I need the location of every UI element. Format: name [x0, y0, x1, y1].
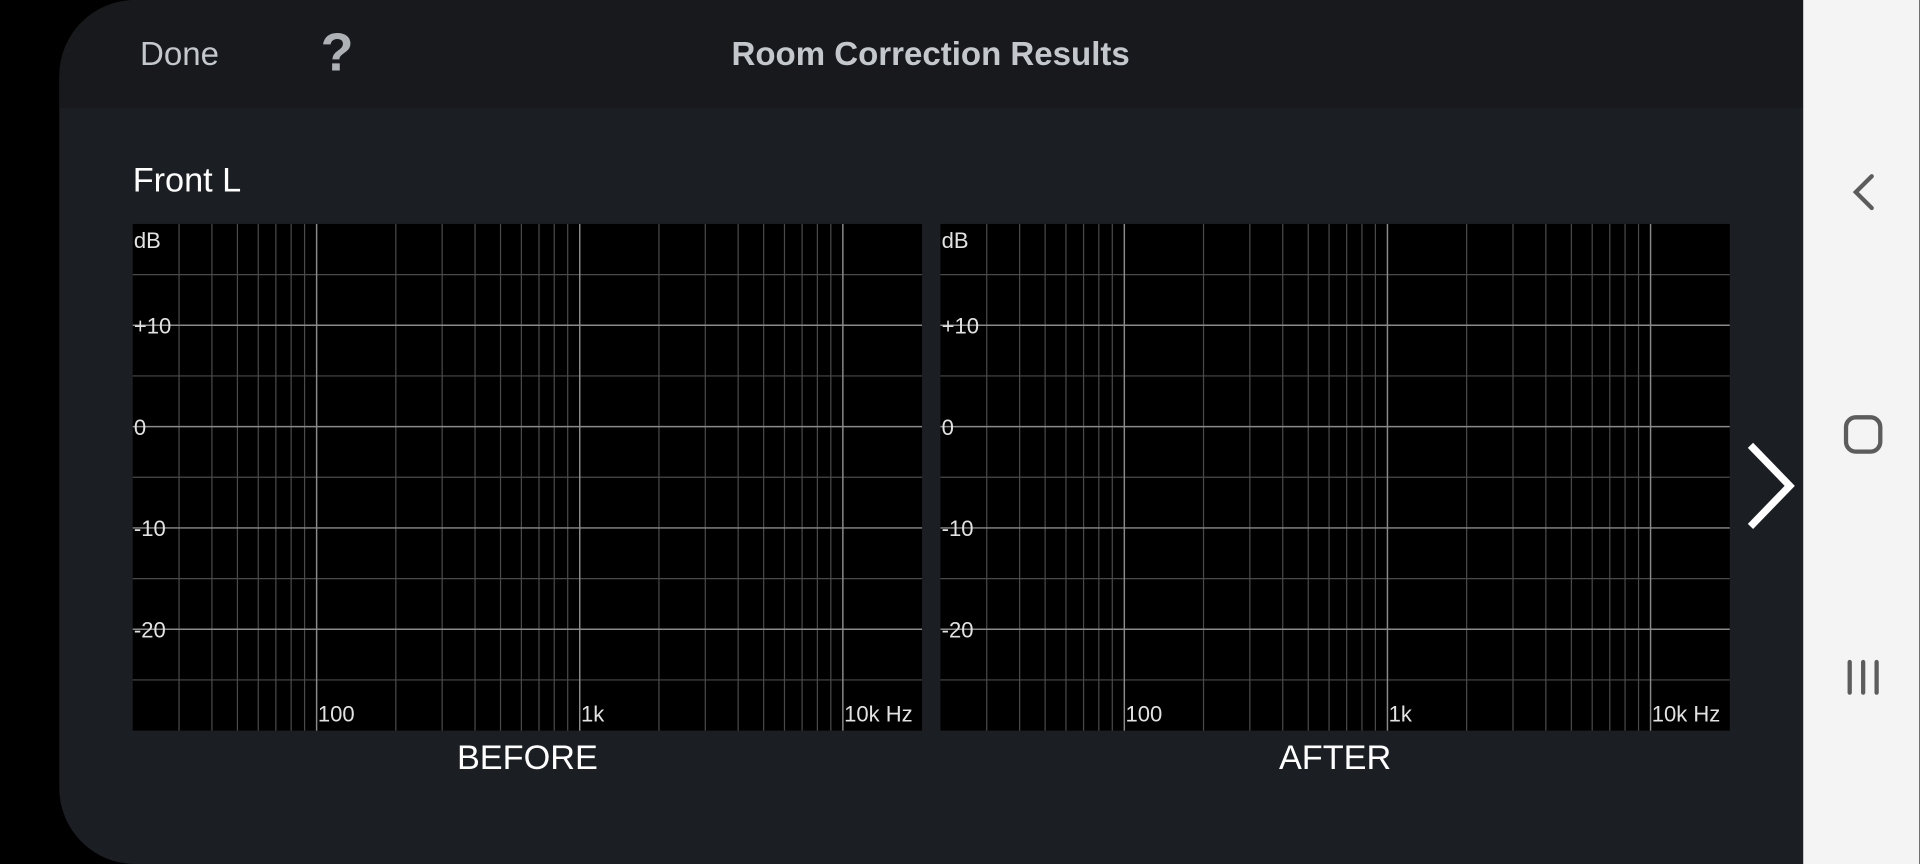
y-axis-label: dB [134, 228, 161, 253]
y-tick-label: +10 [134, 314, 171, 339]
y-tick-label: 0 [942, 415, 954, 440]
y-tick-label: +10 [942, 314, 979, 339]
next-button[interactable] [1747, 442, 1795, 529]
screen-title: Room Correction Results [731, 36, 1129, 73]
header-bar [59, 0, 1804, 108]
y-tick-label: -10 [134, 516, 166, 541]
done-button[interactable]: Done [140, 36, 219, 73]
y-tick-label: -20 [134, 618, 166, 643]
nav-recents[interactable] [1847, 659, 1879, 695]
y-tick-label: -20 [942, 618, 974, 643]
y-tick-label: 0 [134, 415, 146, 440]
y-tick-label: -10 [942, 516, 974, 541]
x-tick-label: 10k Hz [1652, 702, 1721, 727]
x-tick-label: 100 [1126, 702, 1163, 727]
x-tick-label: 100 [318, 702, 355, 727]
nav-home[interactable] [1843, 415, 1883, 454]
x-tick-label: 10k Hz [844, 702, 913, 727]
chart-label: AFTER [1279, 739, 1391, 777]
help-button[interactable]: ? [321, 23, 354, 83]
channel-name: Front L [133, 161, 242, 199]
chart: 100 1k 10k Hz +10 0 -10 -20 dB BEFORE [132, 223, 923, 777]
x-tick-label: 1k [581, 702, 605, 727]
nav-back[interactable] [1852, 174, 1874, 211]
nav-bar [1803, 0, 1920, 864]
chart-label: BEFORE [457, 739, 598, 777]
x-tick-label: 1k [1389, 702, 1413, 727]
chart: 100 1k 10k Hz +10 0 -10 -20 dB AFTER [940, 223, 1730, 777]
y-axis-label: dB [942, 228, 969, 253]
